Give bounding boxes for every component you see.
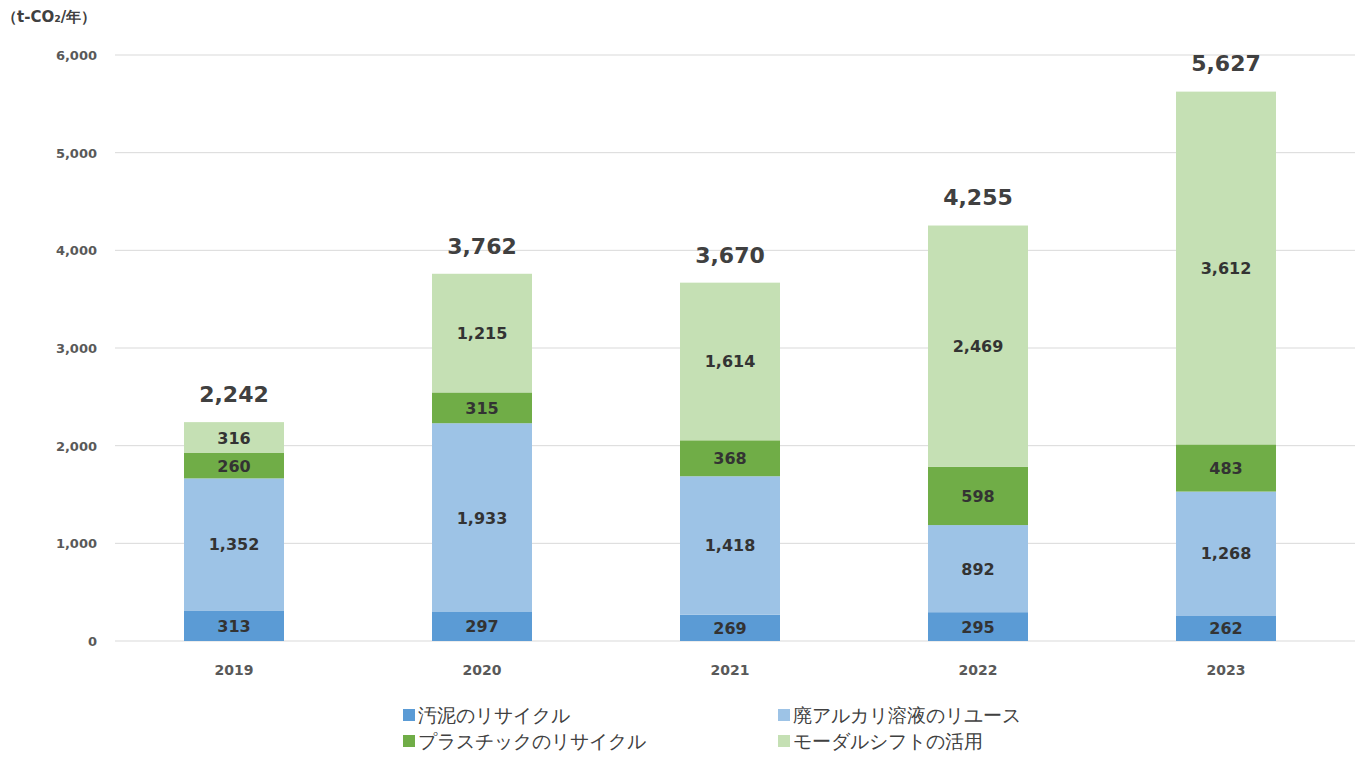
x-tick-label: 2023 <box>1207 662 1246 678</box>
chart: （t-CO₂/年） 0 1,000 2,000 3,000 4,000 5,000 6,000… <box>0 0 1365 761</box>
bar-segment <box>680 283 780 441</box>
y-tick-label: 4,000 <box>56 243 97 258</box>
bar-segment <box>680 615 780 641</box>
bar-segment <box>680 440 780 476</box>
bar-segment <box>928 525 1028 612</box>
legend-swatch <box>403 735 415 747</box>
y-tick-label: 3,000 <box>56 341 97 356</box>
x-tick-label: 2020 <box>463 662 502 678</box>
bar-segment <box>432 612 532 641</box>
data-label: 316 <box>217 429 250 448</box>
bar-segment <box>928 612 1028 641</box>
data-label: 1,614 <box>705 352 756 371</box>
data-label: 1,352 <box>209 535 260 554</box>
total-label: 5,627 <box>1191 51 1261 76</box>
data-label: 2,469 <box>953 337 1004 356</box>
data-label: 260 <box>217 457 250 476</box>
data-label: 368 <box>713 449 746 468</box>
y-tick-label: 1,000 <box>56 536 97 551</box>
bar-segment <box>184 422 284 453</box>
data-label: 262 <box>1209 619 1242 638</box>
data-label: 598 <box>961 487 994 506</box>
bar-segment <box>680 476 780 614</box>
bar-segment <box>184 453 284 478</box>
y-axis-label: （t-CO₂/年） <box>2 8 96 26</box>
y-tick-label: 0 <box>88 634 97 649</box>
legend-swatch <box>778 735 790 747</box>
bar-segment <box>1176 615 1276 641</box>
legend: 汚泥のリサイクル 廃アルカリ溶液のリユースプラスチックのリサイクル モーダルシフトの… <box>403 704 1021 752</box>
data-label: 1,933 <box>457 509 508 528</box>
x-tick-label: 2022 <box>959 662 998 678</box>
bar-segment <box>1176 92 1276 445</box>
data-label: 313 <box>217 617 250 636</box>
legend-swatch <box>778 709 790 721</box>
bar-segment <box>1176 444 1276 491</box>
data-label: 269 <box>713 619 746 638</box>
bar-segment <box>928 226 1028 467</box>
data-label: 297 <box>465 617 498 636</box>
total-label: 2,242 <box>199 382 269 407</box>
grid-line <box>115 152 1355 153</box>
bar-segment <box>184 610 284 641</box>
data-label: 483 <box>1209 459 1242 478</box>
grid <box>115 55 1355 641</box>
data-labels: 313 1,352 260 316 297 1,933 315 1,215 269 1,418 36… <box>209 259 1252 638</box>
bar-segment <box>432 274 532 393</box>
grid-line <box>115 55 1355 56</box>
data-label: 892 <box>961 560 994 579</box>
bar-segment <box>184 478 284 610</box>
y-tick-label: 6,000 <box>56 48 97 63</box>
legend-label: モーダルシフトの活用 <box>793 730 983 752</box>
bar-segment <box>432 392 532 423</box>
x-tick-label: 2019 <box>215 662 254 678</box>
y-tick-label: 2,000 <box>56 439 97 454</box>
bar-segment <box>928 467 1028 525</box>
data-label: 3,612 <box>1201 259 1252 278</box>
total-label: 3,762 <box>447 234 517 259</box>
x-tick-label: 2021 <box>711 662 750 678</box>
data-label: 295 <box>961 618 994 637</box>
total-label: 4,255 <box>943 185 1013 210</box>
bars <box>184 92 1276 641</box>
data-label: 1,268 <box>1201 544 1252 563</box>
data-label: 1,215 <box>457 324 508 343</box>
legend-swatch <box>403 709 415 721</box>
legend-label: 汚泥のリサイクル <box>418 704 570 726</box>
y-tick-label: 5,000 <box>56 146 97 161</box>
data-label: 1,418 <box>705 536 756 555</box>
bar-segment <box>1176 492 1276 616</box>
data-label: 315 <box>465 399 498 418</box>
legend-label: 廃アルカリ溶液のリユース <box>793 704 1021 726</box>
legend-label: プラスチックのリサイクル <box>418 730 646 752</box>
total-label: 3,670 <box>695 243 765 268</box>
bar-segment <box>432 423 532 612</box>
